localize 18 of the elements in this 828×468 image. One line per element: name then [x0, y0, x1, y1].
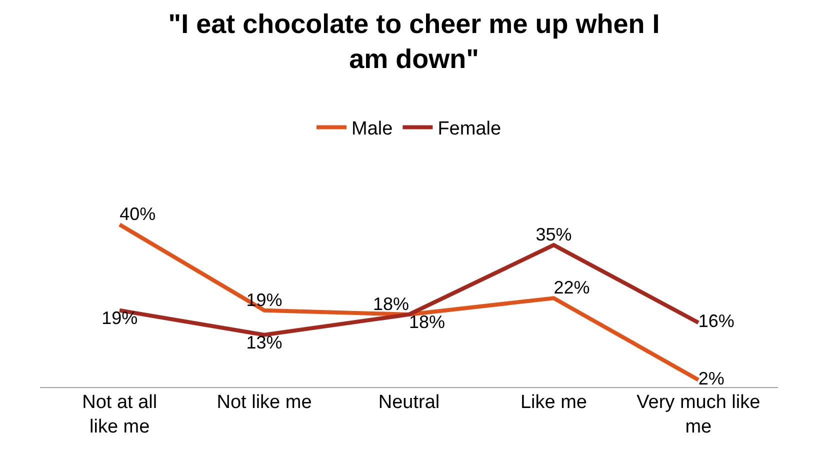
data-label: 18%: [409, 312, 446, 332]
data-label: 19%: [246, 290, 282, 310]
x-tick-label: Very much like me: [636, 392, 760, 438]
legend-label: Male: [352, 118, 393, 140]
chart-title: "I eat chocolate to cheer me up when I am down": [168, 8, 660, 74]
x-tick-label: Neutral: [378, 392, 440, 413]
x-tick-label: Not at all like me: [82, 392, 158, 438]
data-label: 18%: [372, 294, 409, 314]
legend-label: Female: [438, 118, 502, 140]
x-tick-label: Not like me: [216, 392, 312, 413]
data-label: 35%: [536, 224, 572, 245]
data-label: 16%: [698, 311, 734, 332]
data-label: 13%: [246, 332, 282, 352]
data-label: 22%: [554, 278, 590, 298]
x-tick-label: Like me: [520, 392, 587, 413]
data-label: 2%: [698, 368, 724, 388]
data-label: 40%: [120, 204, 156, 224]
data-label: 19%: [102, 308, 138, 328]
